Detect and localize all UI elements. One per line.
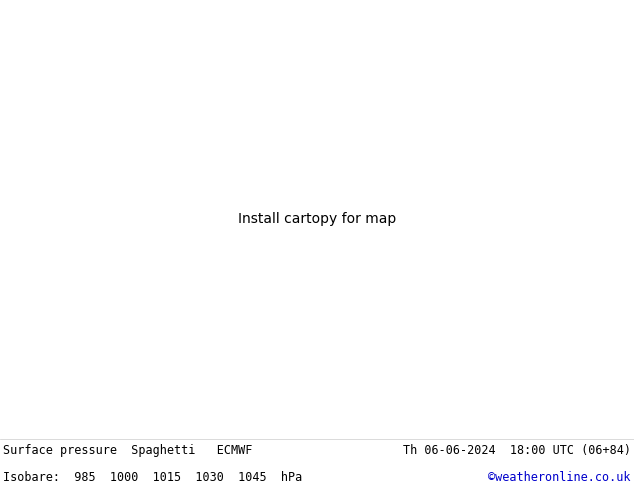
Text: Th 06-06-2024  18:00 UTC (06+84): Th 06-06-2024 18:00 UTC (06+84) (403, 444, 631, 457)
Text: ©weatheronline.co.uk: ©weatheronline.co.uk (488, 471, 631, 484)
Text: Isobare:  985  1000  1015  1030  1045  hPa: Isobare: 985 1000 1015 1030 1045 hPa (3, 471, 302, 484)
Text: Surface pressure  Spaghetti   ECMWF: Surface pressure Spaghetti ECMWF (3, 444, 252, 457)
Text: Install cartopy for map: Install cartopy for map (238, 212, 396, 225)
